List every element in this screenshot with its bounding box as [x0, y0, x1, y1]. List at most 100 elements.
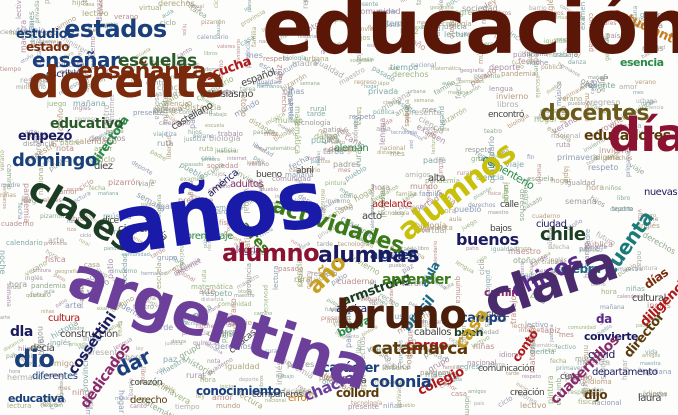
filler-word: lengua [378, 117, 387, 145]
filler-word: verano [78, 345, 96, 351]
filler-word: tarea [302, 207, 318, 214]
cloud-word: dijo [584, 387, 608, 402]
filler-word: familia [251, 26, 258, 47]
filler-word: idioma [463, 396, 471, 415]
filler-word: inglés [456, 32, 471, 38]
filler-word: pintura [584, 392, 602, 398]
filler-word: pueblo [565, 373, 593, 382]
filler-word: tarde [478, 156, 494, 163]
filler-word: vida [639, 130, 650, 136]
filler-word: internet [327, 318, 351, 325]
filler-word: tecnología [325, 147, 357, 154]
filler-word: verano [554, 37, 572, 43]
filler-word: teatro [157, 202, 182, 211]
filler-word: escuela [60, 68, 87, 76]
filler-word: ministerio [16, 84, 46, 91]
filler-word: ciclo [160, 19, 176, 27]
filler-word: presente [133, 109, 164, 117]
filler-word: ruta [592, 23, 605, 30]
cloud-word: chile [540, 223, 586, 245]
filler-word: inglés [25, 275, 43, 282]
filler-word: calendario [159, 120, 191, 127]
filler-word: tarde [401, 246, 417, 253]
filler-word: inglés [257, 82, 272, 88]
filler-word: trabajo [209, 112, 227, 118]
filler-word: sociedad [207, 162, 239, 170]
cloud-word: ciudad [536, 219, 567, 231]
filler-word: nacional [467, 359, 497, 367]
filler-word: mes [264, 130, 279, 138]
filler-word: grupo [471, 155, 492, 163]
filler-word: tiza [321, 159, 331, 165]
filler-word: idioma [588, 378, 612, 386]
filler-word: examen [180, 176, 205, 183]
filler-word: pueblo [385, 22, 406, 29]
filler-word: libertad [646, 45, 666, 51]
filler-word: maestra [417, 20, 438, 26]
filler-word: tarea [43, 39, 57, 45]
cloud-word: cultural [632, 293, 666, 305]
cloud-word: da [596, 311, 612, 326]
filler-word: tiempo [33, 29, 58, 37]
filler-word: niños [605, 185, 622, 192]
filler-word: escuela [205, 123, 225, 129]
filler-word: lectura [431, 136, 437, 154]
filler-word: padres [51, 137, 72, 144]
filler-word: biología [548, 271, 568, 277]
filler-word: pública [541, 64, 563, 71]
cloud-word: acto [362, 211, 382, 223]
filler-word: viaje [153, 131, 168, 138]
filler-word: futuro [325, 307, 341, 313]
filler-word: amor [59, 188, 78, 196]
filler-word: tiza [67, 227, 77, 233]
filler-word: verano [558, 95, 583, 103]
cloud-word: diez [94, 161, 113, 173]
cloud-word: entusiasmo [200, 89, 253, 101]
filler-word: pizarrón [108, 178, 141, 187]
filler-word: trabajo [276, 374, 294, 380]
filler-word: viaje [138, 180, 155, 188]
filler-word: presente [406, 108, 442, 117]
filler-word: distancia [610, 122, 642, 130]
filler-word: internet [519, 327, 543, 334]
filler-word: casa [83, 2, 95, 8]
filler-word: ciencia [530, 348, 555, 356]
filler-word: niñas [473, 342, 495, 351]
filler-word: respeto [263, 55, 290, 63]
filler-word: internet [227, 156, 247, 162]
filler-word: pueblo [398, 403, 416, 409]
filler-word: idioma [488, 362, 505, 368]
filler-word: verano [401, 279, 429, 288]
filler-word: mes [633, 90, 644, 96]
cloud-word: bueno [256, 169, 282, 180]
filler-word: nota [207, 358, 221, 365]
filler-word: otoño [322, 378, 343, 386]
filler-word: biología [415, 221, 447, 230]
filler-word: presente [399, 204, 426, 211]
filler-word: pandemia [623, 21, 663, 30]
cloud-word: diferentes [32, 371, 78, 383]
filler-word: ministerio [375, 379, 405, 386]
filler-word: calendario [197, 34, 229, 41]
filler-word: pintura [33, 268, 51, 274]
filler-word: igualdad [147, 90, 178, 98]
filler-word: igualdad [491, 246, 517, 253]
filler-word: padre [423, 156, 447, 165]
filler-word: verano [635, 79, 656, 86]
cloud-word: estados [64, 15, 167, 44]
filler-word: hijos [415, 319, 427, 325]
cloud-word: clase [486, 309, 510, 321]
filler-word: amigos [171, 61, 201, 70]
filler-word: calendario [617, 294, 644, 300]
filler-word: aula [388, 66, 399, 72]
filler-word: mañana [588, 75, 609, 81]
filler-word: igualdad [255, 79, 281, 86]
filler-word: pueblo [454, 205, 482, 214]
filler-word: mes [447, 22, 460, 29]
filler-word: padres [43, 0, 51, 4]
filler-word: hijos [188, 129, 202, 136]
filler-word: regreso [590, 98, 621, 107]
filler-word: hijos [72, 0, 89, 7]
filler-word: tecnología [391, 130, 418, 136]
filler-word: nota [193, 312, 207, 319]
